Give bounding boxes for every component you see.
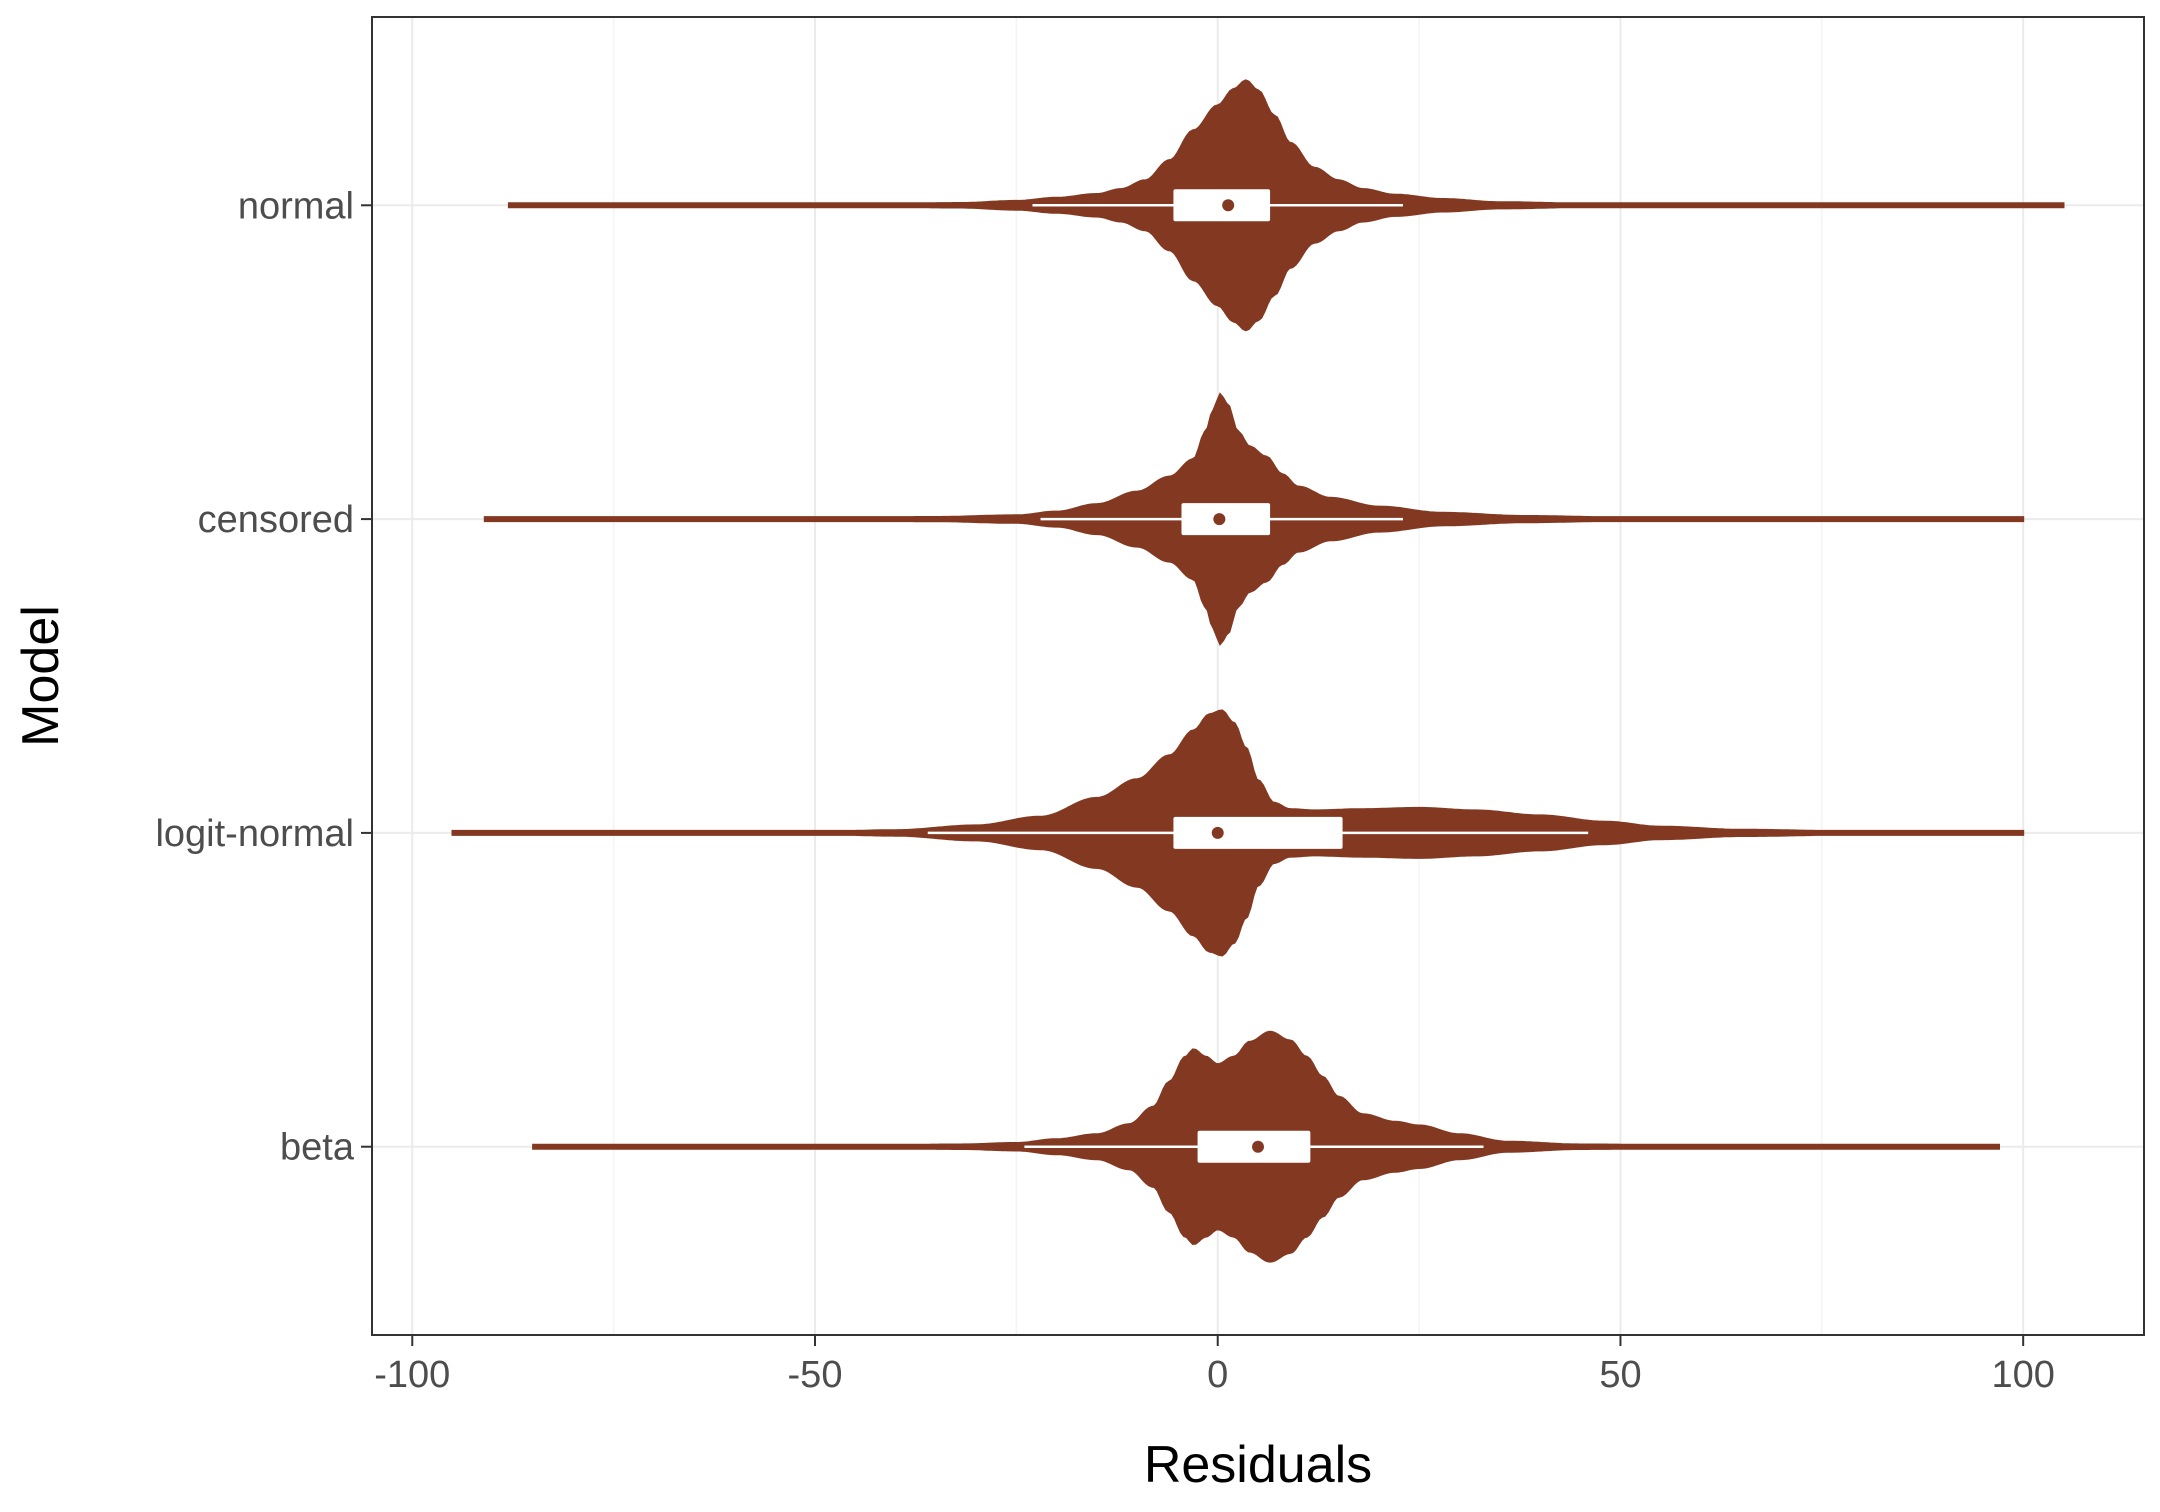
box-iqr <box>1173 189 1271 222</box>
y-axis-title: Model <box>12 605 70 747</box>
x-tick-label: 50 <box>1599 1354 1641 1396</box>
x-tick-label: 100 <box>1991 1354 2054 1396</box>
violin-logit-normal <box>451 709 2025 957</box>
violins <box>451 79 2065 1263</box>
violin-normal <box>507 79 2065 332</box>
box-iqr <box>1181 503 1271 536</box>
x-tick-label: -100 <box>374 1354 450 1396</box>
x-axis: -100 -50 0 50 100 <box>374 1335 2055 1396</box>
box-median-point <box>1213 513 1226 526</box>
violin-censored <box>483 392 2025 647</box>
y-tick-label-censored: censored <box>198 499 354 541</box>
y-axis: normal censored logit-normal beta <box>155 185 372 1169</box>
x-axis-title: Residuals <box>1144 1436 1372 1494</box>
box-median-point <box>1222 199 1235 212</box>
box-median-point <box>1211 826 1224 839</box>
y-tick-label-beta: beta <box>280 1127 355 1169</box>
violin-beta <box>532 1030 2000 1263</box>
box-iqr <box>1173 816 1343 849</box>
x-tick-label: 0 <box>1207 1354 1228 1396</box>
box-median-point <box>1252 1140 1264 1153</box>
y-tick-label-logit-normal: logit-normal <box>155 813 354 855</box>
x-tick-label: -50 <box>788 1354 843 1396</box>
panel-border <box>371 16 2145 1336</box>
y-tick-label-normal: normal <box>238 185 354 227</box>
